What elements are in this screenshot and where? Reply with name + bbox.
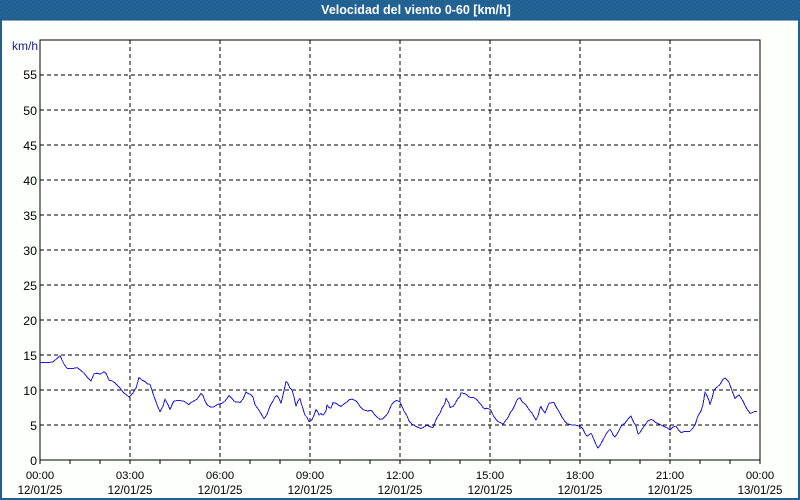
- svg-text:30: 30: [23, 244, 37, 258]
- svg-text:0: 0: [30, 454, 37, 468]
- svg-text:12/01/25: 12/01/25: [378, 485, 423, 497]
- svg-text:12/01/25: 12/01/25: [198, 485, 243, 497]
- svg-text:12/01/25: 12/01/25: [468, 485, 513, 497]
- svg-text:15:00: 15:00: [476, 470, 504, 482]
- svg-text:12/01/25: 12/01/25: [648, 485, 693, 497]
- svg-text:03:00: 03:00: [116, 470, 144, 482]
- svg-text:12/01/25: 12/01/25: [288, 485, 333, 497]
- svg-text:50: 50: [23, 104, 37, 118]
- svg-text:12/01/25: 12/01/25: [108, 485, 153, 497]
- svg-text:25: 25: [23, 279, 37, 293]
- svg-text:35: 35: [23, 209, 37, 223]
- svg-text:12/01/25: 12/01/25: [558, 485, 603, 497]
- svg-text:09:00: 09:00: [296, 470, 324, 482]
- svg-text:18:00: 18:00: [566, 470, 594, 482]
- svg-text:12/01/25: 12/01/25: [18, 485, 63, 497]
- svg-text:km/h: km/h: [12, 39, 38, 53]
- svg-text:00:00: 00:00: [26, 470, 54, 482]
- svg-text:15: 15: [23, 349, 37, 363]
- svg-text:21:00: 21:00: [656, 470, 684, 482]
- svg-text:12:00: 12:00: [386, 470, 414, 482]
- svg-text:40: 40: [23, 174, 37, 188]
- svg-text:13/01/25: 13/01/25: [738, 485, 783, 497]
- svg-text:45: 45: [23, 139, 37, 153]
- svg-text:00:00: 00:00: [746, 470, 774, 482]
- svg-text:Velocidad del viento 0-60 [km/: Velocidad del viento 0-60 [km/h]: [321, 3, 511, 17]
- svg-text:55: 55: [23, 68, 37, 82]
- svg-text:5: 5: [30, 419, 37, 433]
- svg-text:20: 20: [23, 314, 37, 328]
- svg-text:06:00: 06:00: [206, 470, 234, 482]
- svg-text:10: 10: [23, 384, 37, 398]
